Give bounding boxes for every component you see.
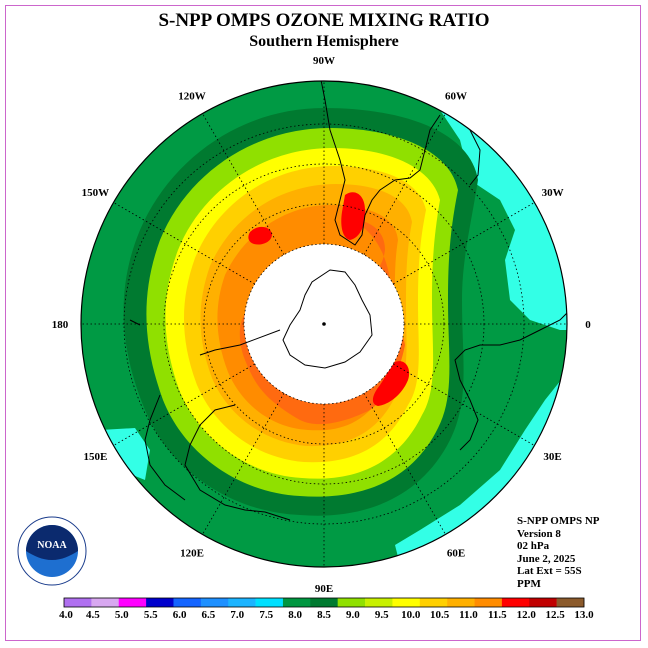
info-level: 02 hPa: [517, 540, 550, 552]
info-product: S-NPP OMPS NP: [517, 515, 600, 527]
map-title: S-NPP OMPS OZONE MIXING RATIO: [158, 10, 489, 31]
cyan-region-east: [410, 82, 567, 330]
colorbar-swatch: [419, 598, 448, 607]
south-pole-marker: [322, 322, 326, 326]
longitude-label: 120W: [178, 90, 206, 102]
longitude-label: 60E: [447, 548, 465, 560]
meridian-line: [113, 202, 255, 285]
colorbar-border: [63, 597, 585, 608]
meridian-line: [393, 363, 535, 446]
polar-map: [81, 81, 567, 567]
colorbar-tick-label: 6.0: [173, 609, 187, 621]
colorbar-tick-label: 11.5: [488, 609, 507, 621]
colorbar-tick-label: 8.5: [317, 609, 331, 621]
info-units: PPM: [517, 577, 541, 590]
colorbar-tick-label: 13.0: [574, 609, 594, 621]
meridian-line: [363, 113, 446, 255]
longitude-label: 90W: [313, 55, 335, 67]
colorbar-swatch: [365, 598, 393, 607]
logo-bird: [26, 525, 78, 560]
colorbar-swatch: [64, 598, 92, 607]
colorbar-swatch: [337, 598, 366, 607]
colorbar-swatch: [91, 598, 120, 607]
colorbar-tick-label: 9.0: [346, 609, 360, 621]
colorbar-tick-label: 4.5: [86, 609, 100, 621]
colorbar-tick-label: 9.5: [375, 609, 389, 621]
colorbar-swatch: [392, 598, 421, 607]
red-patch-north: [341, 192, 366, 240]
longitude-label: 150W: [82, 187, 110, 199]
colorbar-swatch: [556, 598, 585, 607]
colorbar-swatch: [228, 598, 256, 607]
longitude-label: 30E: [543, 451, 561, 463]
longitude-labels: 0 30W 60W 90W 120W 150W 180 150E 120E 90E 60E 30E: [52, 55, 592, 595]
meridian-line: [113, 363, 255, 446]
info-version: Version 8: [517, 527, 561, 540]
meridian-line: [202, 113, 285, 255]
colorbar-tick-label: 8.0: [288, 609, 302, 621]
meridian-line: [363, 393, 446, 535]
colorbar-tick-label: 7.0: [230, 609, 244, 621]
colorbar-swatch: [474, 598, 503, 607]
colorbar-tick-label: 6.5: [202, 609, 216, 621]
colorbar-swatch: [282, 598, 311, 607]
colorbar-tick-label: 10.0: [401, 609, 421, 621]
longitude-label: 0: [585, 319, 591, 331]
colorbar-swatch: [447, 598, 475, 607]
longitude-label: 180: [52, 319, 69, 331]
meridian-line: [393, 202, 535, 285]
colorbar-swatch: [501, 598, 530, 607]
longitude-label: 30W: [542, 187, 564, 199]
cyan-region-southwest: [100, 428, 150, 480]
colorbar-swatch: [146, 598, 174, 607]
colorbar-swatch: [255, 598, 284, 607]
colorbar-tick-label: 5.0: [115, 609, 129, 621]
colorbar-tick-label: 12.5: [545, 609, 565, 621]
info-lat-ext: Lat Ext = 55S: [517, 565, 582, 577]
longitude-label: 150E: [83, 451, 107, 463]
longitude-label: 90E: [315, 583, 333, 595]
red-patch-northwest: [248, 226, 272, 245]
colorbar-tick-label: 11.0: [459, 609, 478, 621]
map-boundary: [80, 80, 568, 568]
colorbar-swatch: [118, 598, 147, 607]
map-subtitle: Southern Hemisphere: [249, 33, 398, 50]
colorbar-tick-label: 4.0: [59, 609, 73, 621]
info-date: June 2, 2025: [517, 552, 576, 565]
colorbar-swatch: [173, 598, 202, 607]
longitude-label: 60W: [445, 90, 467, 102]
colorbar-tick-label: 5.5: [144, 609, 158, 621]
colorbar-swatch: [310, 598, 338, 607]
colorbar-swatch: [529, 598, 557, 607]
red-patch-east: [372, 361, 410, 406]
logo-text: NOAA: [37, 540, 67, 551]
colorbar-swatch: [200, 598, 229, 607]
colorbar-tick-label: 10.5: [430, 609, 450, 621]
meridian-line: [202, 393, 285, 535]
longitude-label: 120E: [180, 548, 204, 560]
colorbar-tick-label: 7.5: [259, 609, 273, 621]
colorbar-tick-label: 12.0: [517, 609, 537, 621]
noaa-logo: NOAA: [17, 516, 87, 586]
meridian-lines: [81, 81, 567, 567]
colorbar: 4.0 4.5 5.0 5.5 6.0 6.5 7.0 7.5 8.0 8.5 9.0 9.5 10.0…: [59, 597, 594, 621]
info-block: S-NPP OMPS NP Version 8 02 hPa June 2, 2…: [517, 515, 637, 590]
